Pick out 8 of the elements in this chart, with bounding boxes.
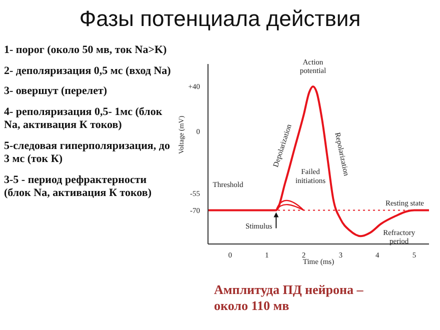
text: 5-следовая гиперполяризация, до 3 мс (ток К) xyxy=(4,140,171,166)
chart-title: Фазы потенциала действия xyxy=(78,6,362,32)
text: 3-5 - период рефрактерности (блок Na, активация К токов) xyxy=(4,174,152,200)
text: 4- реполяризация 0,5- 1мс (блок Na, активация К токов) xyxy=(4,106,164,132)
text: 2- деполяризация 0,5 мс (вход Na) xyxy=(4,64,172,78)
text: Амплитуда ПД нейрона – около 110 мв xyxy=(214,282,364,314)
text: 1- порог (около 50 мв, ток Na>K) xyxy=(4,44,168,58)
text: 3- овершут (перелет) xyxy=(4,85,108,98)
